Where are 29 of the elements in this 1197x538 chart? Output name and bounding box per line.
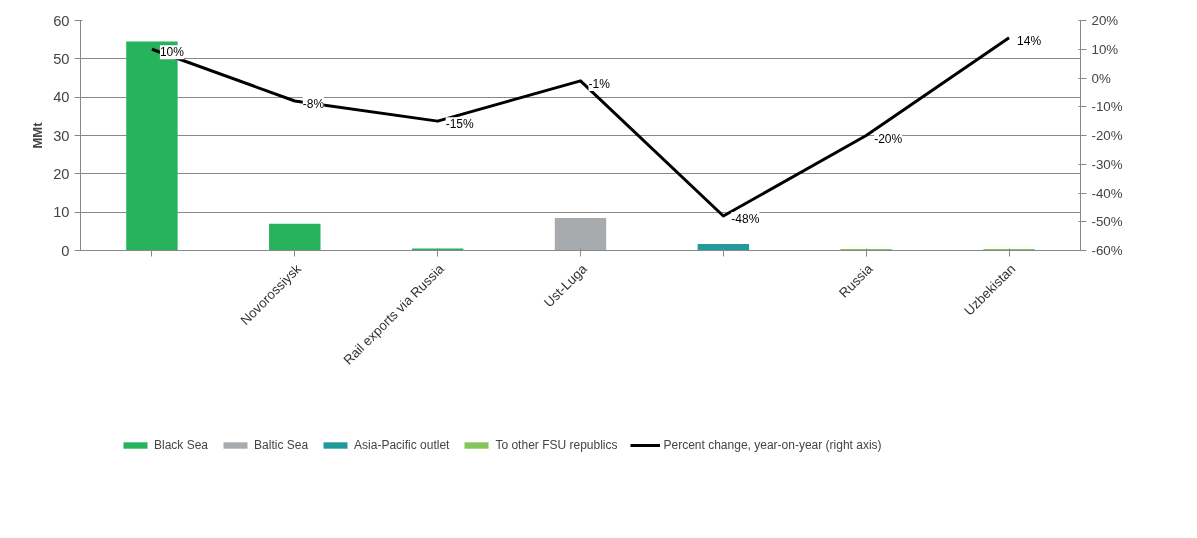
y-tick-label: 50 [53, 50, 70, 67]
y-tick-label: 20 [53, 165, 70, 182]
legend-label: Baltic Sea [254, 438, 309, 452]
data-label: -8% [302, 97, 325, 111]
y2-tick-label: -60% [1091, 243, 1123, 258]
y-tick-label: 0 [61, 242, 70, 259]
y2-tick-label: -20% [1091, 128, 1123, 143]
data-label: -15% [445, 117, 474, 132]
y2-tick-label: -10% [1091, 99, 1123, 115]
y-tick-label: 60 [53, 12, 70, 29]
y2-tick-label: -30% [1091, 156, 1123, 172]
y-tick-label: 40 [53, 89, 70, 106]
y2-tick-label: -40% [1091, 185, 1123, 201]
legend-label: Percent change, year-on-year (right axis) [663, 438, 882, 452]
y-tick-label: 30 [53, 127, 70, 144]
data-label: 10% [159, 45, 185, 60]
legend-label: Asia-Pacific outlet [354, 438, 450, 452]
y2-tick-label: -50% [1091, 214, 1123, 230]
legend-label: To other FSU republics [495, 438, 618, 452]
y2-tick-label: 20% [1091, 13, 1119, 28]
data-label: -48% [731, 212, 760, 226]
y2-tick-label: 0% [1091, 70, 1111, 86]
y-axis-title: MMt [30, 121, 46, 149]
legend-label: Black Sea [154, 438, 209, 452]
data-label: -20% [874, 131, 903, 146]
data-label: 14% [1017, 33, 1042, 48]
y2-tick-label: 10% [1091, 41, 1119, 57]
data-label: -1% [588, 76, 611, 91]
y-tick-label: 10 [53, 204, 70, 221]
